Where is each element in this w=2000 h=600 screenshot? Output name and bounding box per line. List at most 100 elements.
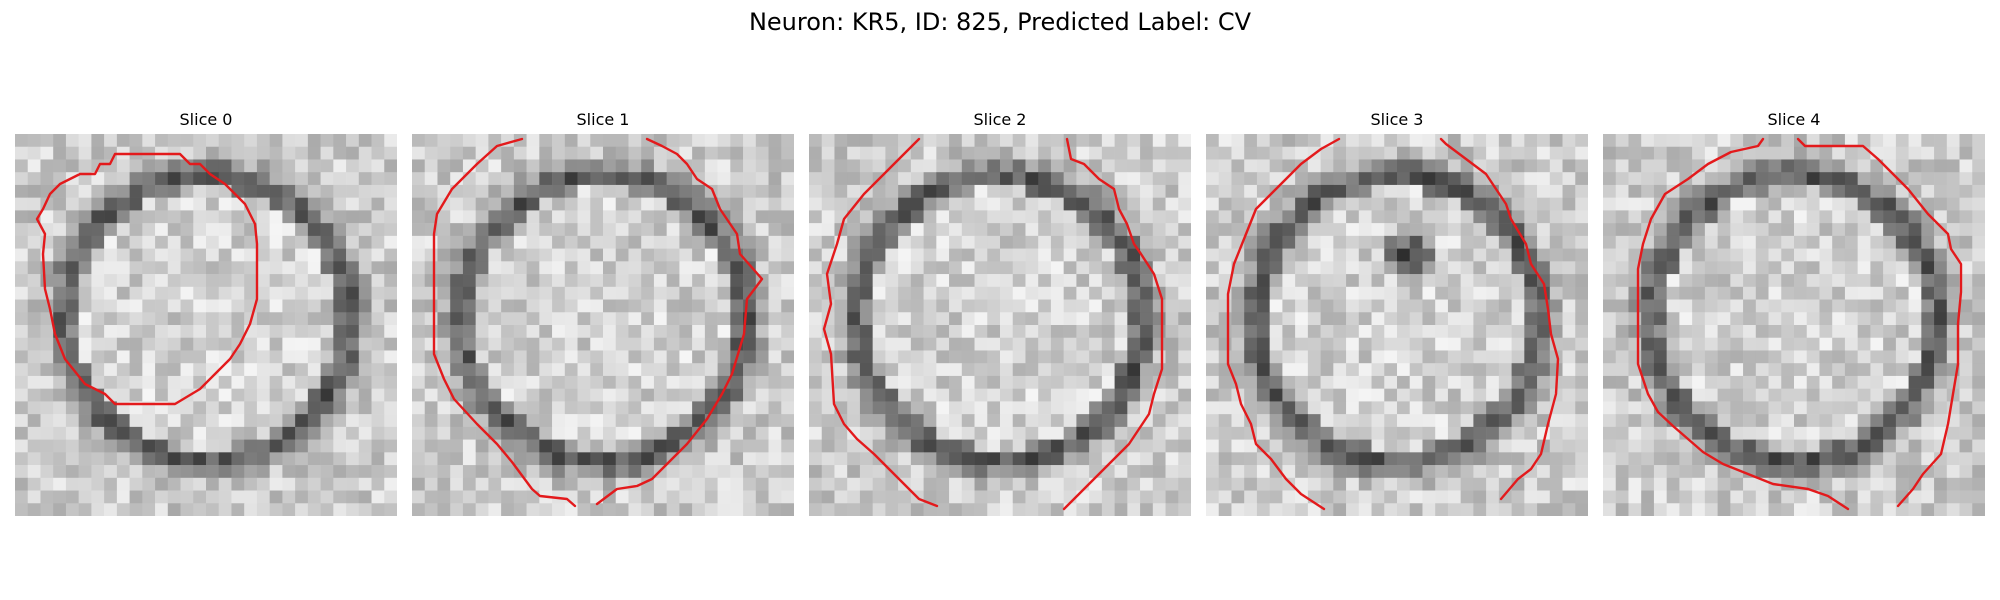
image-pixel [1102, 376, 1115, 389]
image-pixel [1127, 159, 1140, 172]
image-pixel [1679, 249, 1692, 262]
image-pixel [822, 491, 835, 504]
image-pixel [53, 452, 66, 465]
image-pixel [578, 427, 591, 440]
image-pixel [1781, 312, 1794, 325]
image-pixel [603, 389, 616, 402]
image-pixel [1166, 491, 1179, 504]
image-pixel [1359, 401, 1372, 414]
image-pixel [1166, 376, 1179, 389]
image-pixel [873, 389, 886, 402]
image-pixel [333, 249, 346, 262]
image-pixel [654, 478, 667, 491]
image-pixel [936, 401, 949, 414]
image-pixel [1257, 414, 1270, 427]
image-pixel [924, 210, 937, 223]
image-pixel [873, 236, 886, 249]
image-pixel [1102, 414, 1115, 427]
image-pixel [565, 452, 578, 465]
image-pixel [181, 503, 194, 516]
image-pixel [1575, 261, 1588, 274]
image-pixel [1819, 376, 1832, 389]
image-pixel [1769, 427, 1782, 440]
image-pixel [384, 261, 397, 274]
image-pixel [1794, 312, 1807, 325]
image-pixel [372, 338, 385, 351]
image-pixel [1473, 325, 1486, 338]
image-pixel [437, 325, 450, 338]
image-pixel [1486, 478, 1499, 491]
image-pixel [476, 236, 489, 249]
image-pixel [692, 210, 705, 223]
image-pixel [1718, 172, 1731, 185]
image-pixel [514, 261, 527, 274]
image-pixel [756, 440, 769, 453]
image-pixel [1178, 287, 1191, 300]
image-pixel [346, 236, 359, 249]
image-pixel [679, 198, 692, 211]
image-pixel [769, 452, 782, 465]
image-pixel [1422, 147, 1435, 160]
image-pixel [476, 363, 489, 376]
image-pixel [1679, 376, 1692, 389]
image-pixel [282, 401, 295, 414]
image-pixel [654, 312, 667, 325]
image-pixel [155, 185, 168, 198]
image-pixel [1333, 147, 1346, 160]
image-pixel [1115, 287, 1128, 300]
image-pixel [1537, 185, 1550, 198]
image-pixel [130, 427, 143, 440]
image-pixel [384, 300, 397, 313]
image-pixel [130, 287, 143, 300]
image-pixel [1473, 287, 1486, 300]
image-pixel [1781, 210, 1794, 223]
image-pixel [1730, 312, 1743, 325]
image-pixel [1819, 440, 1832, 453]
image-pixel [1000, 223, 1013, 236]
image-pixel [219, 261, 232, 274]
image-pixel [308, 440, 321, 453]
image-pixel [206, 287, 219, 300]
image-pixel [527, 147, 540, 160]
image-pixel [1076, 363, 1089, 376]
image-pixel [450, 210, 463, 223]
image-pixel [1486, 236, 1499, 249]
image-pixel [1025, 274, 1038, 287]
image-pixel [873, 363, 886, 376]
image-pixel [949, 134, 962, 147]
image-pixel [308, 185, 321, 198]
image-pixel [1705, 236, 1718, 249]
image-pixel [1819, 350, 1832, 363]
image-pixel [1219, 401, 1232, 414]
image-pixel [552, 261, 565, 274]
image-pixel [1524, 147, 1537, 160]
image-pixel [975, 210, 988, 223]
image-pixel [1550, 134, 1563, 147]
image-pixel [1270, 503, 1283, 516]
image-pixel [705, 287, 718, 300]
image-pixel [1422, 376, 1435, 389]
image-pixel [781, 134, 794, 147]
image-pixel [1410, 465, 1423, 478]
image-pixel [1089, 249, 1102, 262]
image-pixel [142, 185, 155, 198]
image-pixel [628, 236, 641, 249]
image-pixel [155, 363, 168, 376]
image-pixel [1870, 350, 1883, 363]
image-pixel [372, 249, 385, 262]
image-pixel [257, 376, 270, 389]
image-pixel [333, 159, 346, 172]
image-pixel [539, 274, 552, 287]
image-pixel [181, 198, 194, 211]
image-pixel [1781, 198, 1794, 211]
image-pixel [539, 172, 552, 185]
image-pixel [1153, 503, 1166, 516]
image-pixel [231, 223, 244, 236]
image-pixel [1206, 223, 1219, 236]
image-pixel [333, 274, 346, 287]
image-pixel [552, 427, 565, 440]
image-pixel [1321, 389, 1334, 402]
image-pixel [1524, 300, 1537, 313]
image-pixel [1718, 350, 1731, 363]
image-pixel [1972, 427, 1985, 440]
